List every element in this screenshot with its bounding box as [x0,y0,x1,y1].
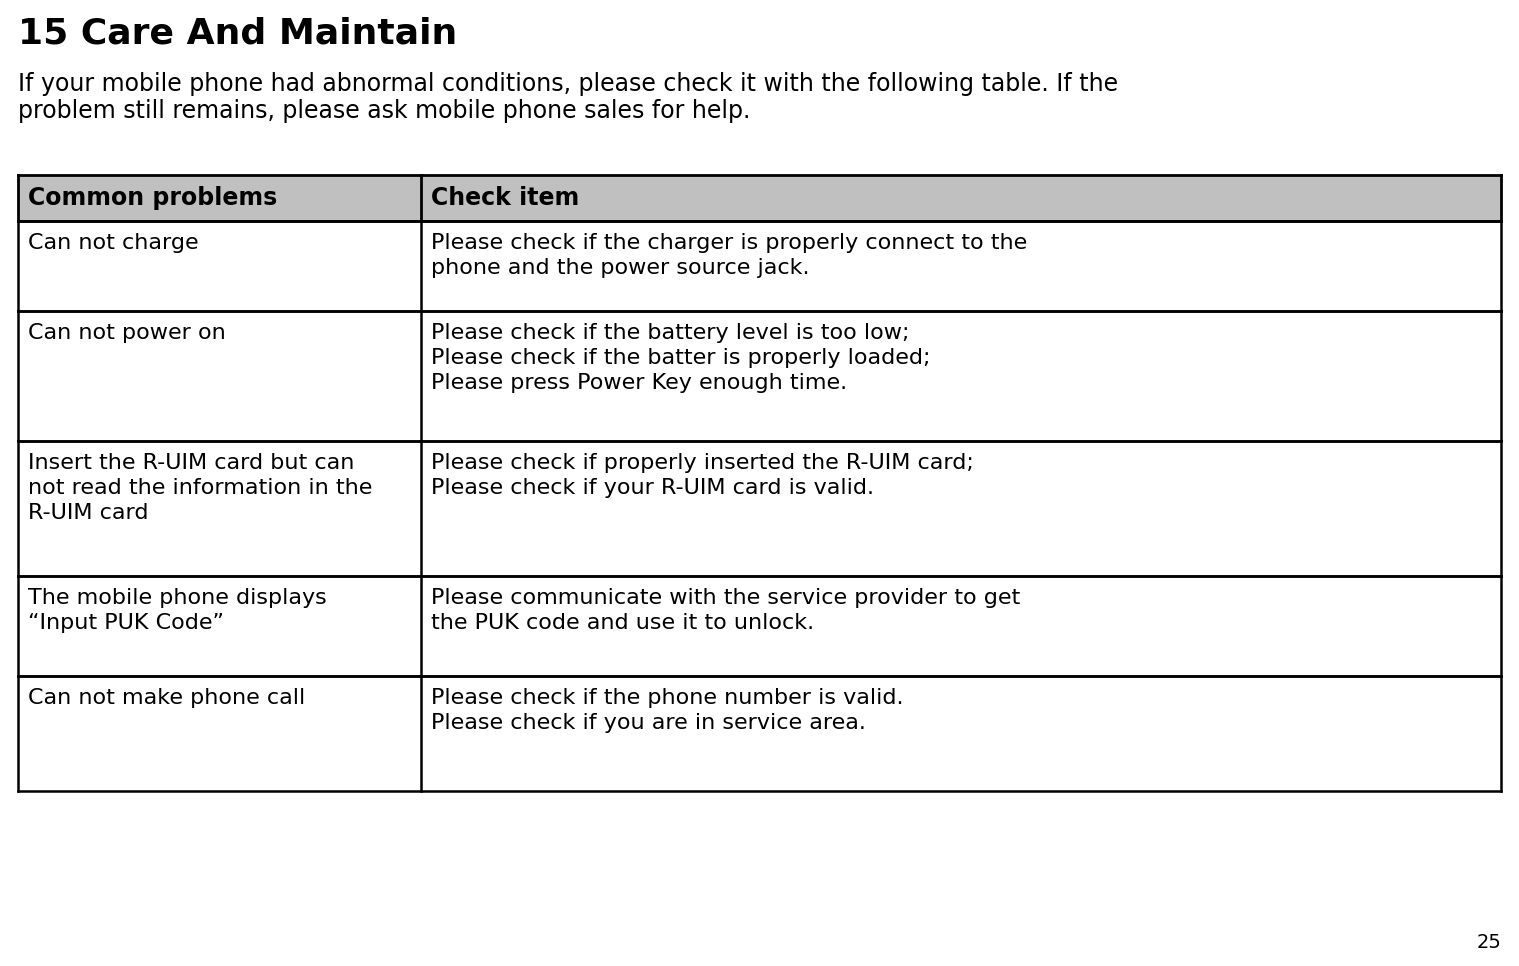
Text: “Input PUK Code”: “Input PUK Code” [27,612,223,633]
Text: If your mobile phone had abnormal conditions, please check it with the following: If your mobile phone had abnormal condit… [18,72,1118,96]
Text: Please check if your R-UIM card is valid.: Please check if your R-UIM card is valid… [431,478,875,497]
Text: not read the information in the: not read the information in the [27,478,372,497]
Text: Please check if the charger is properly connect to the: Please check if the charger is properly … [431,233,1028,253]
Text: R-UIM card: R-UIM card [27,502,149,523]
Text: Can not make phone call: Can not make phone call [27,688,305,708]
Bar [18,441,1501,576]
Text: Please check if you are in service area.: Please check if you are in service area. [431,713,866,733]
Text: Please press Power Key enough time.: Please press Power Key enough time. [431,373,848,392]
Text: Please check if the batter is properly loaded;: Please check if the batter is properly l… [431,348,931,368]
Text: 25: 25 [1476,933,1501,952]
Text: Common problems: Common problems [27,186,278,210]
Text: Can not charge: Can not charge [27,233,199,253]
Bar [18,576,1501,676]
Text: problem still remains, please ask mobile phone sales for help.: problem still remains, please ask mobile… [18,99,750,124]
Text: Please check if the battery level is too low;: Please check if the battery level is too… [431,323,910,343]
Bar [18,676,1501,791]
Text: the PUK code and use it to unlock.: the PUK code and use it to unlock. [431,612,814,633]
Bar [18,175,1501,221]
Bar [18,311,1501,441]
Text: Can not power on: Can not power on [27,323,226,343]
Text: phone and the power source jack.: phone and the power source jack. [431,258,810,278]
Text: Please check if the phone number is valid.: Please check if the phone number is vali… [431,688,904,708]
Bar [18,221,1501,311]
Text: 15 Care And Maintain: 15 Care And Maintain [18,17,457,51]
Text: Check item: Check item [431,186,580,210]
Text: Insert the R-UIM card but can: Insert the R-UIM card but can [27,453,354,473]
Text: The mobile phone displays: The mobile phone displays [27,588,327,608]
Text: Please check if properly inserted the R-UIM card;: Please check if properly inserted the R-… [431,453,974,473]
Text: Please communicate with the service provider to get: Please communicate with the service prov… [431,588,1021,608]
